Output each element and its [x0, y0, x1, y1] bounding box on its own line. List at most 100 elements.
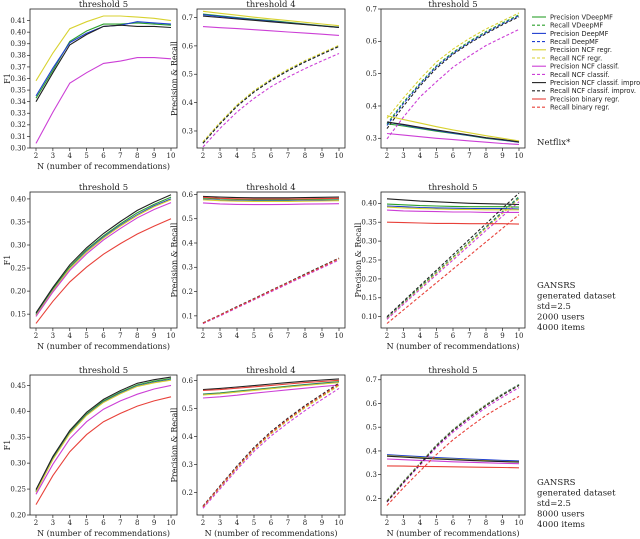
x-tick-label: 3 [401, 152, 405, 160]
y-tick-label: 0.35 [10, 434, 26, 442]
legend-label: Precision DeepMF [550, 30, 609, 38]
y-axis-label: F1 [3, 440, 12, 451]
series-line-ncf-classif [35, 57, 172, 144]
y-tick-label: 0.5 [366, 70, 377, 78]
x-tick-label: 5 [84, 152, 88, 160]
x-tick-label: 8 [135, 519, 139, 527]
series-line-precision-deepmf [386, 454, 520, 462]
series-line-ncf-classif [35, 202, 172, 317]
x-tick-label: 7 [286, 152, 290, 160]
y-tick-label: 0.37 [10, 63, 26, 71]
series-line-precision-ncf-regr [386, 115, 520, 142]
x-axis-label: N (number of recommendations) [37, 529, 170, 538]
x-tick-label: 9 [500, 332, 504, 340]
x-tick-label: 6 [451, 519, 456, 527]
series-line-recall-vdeepmf [202, 45, 340, 143]
y-tick-label: 0.5 [182, 405, 193, 413]
series-line-precision-ncf-regr [202, 382, 340, 396]
series-line-deepmf [35, 21, 172, 97]
x-tick-label: 8 [484, 152, 488, 160]
series-line-ncf-classif [35, 384, 172, 495]
x-tick-label: 3 [51, 332, 55, 340]
x-tick-label: 5 [434, 332, 438, 340]
y-tick-label: 0.2 [366, 495, 377, 503]
series-line-ncf-regr [35, 379, 172, 493]
chart-panel-6: threshold 5 2 3 4 5 6 7 8 9 10 0.10 0.15 0.20 0.25 0.3… [354, 183, 526, 351]
series-line-recall-vdeepmf [202, 384, 340, 508]
x-tick-label: 10 [515, 152, 524, 160]
chart-panel-8: threshold 4 2 3 4 5 6 7 8 9 10 0.2 0.3 0.4 0.5 0.6 N (n… [170, 366, 346, 538]
x-axis-label: N (number of recommendations) [387, 529, 520, 538]
x-tick-label: 7 [118, 152, 122, 160]
x-tick-label: 4 [235, 152, 240, 160]
legend-label: Recall binary regr. [550, 104, 610, 112]
x-tick-label: 2 [201, 519, 205, 527]
series-line-precision-ncf-classif-improv [202, 195, 340, 199]
series-line-precision-ncf-classif-improv [386, 455, 520, 463]
x-tick-label: 3 [218, 152, 222, 160]
series-line-recall-ncf-classif-improv [386, 192, 520, 318]
series-line-recall-deepmf [386, 15, 520, 126]
x-tick-label: 3 [51, 152, 55, 160]
y-tick-label: 0.40 [10, 195, 26, 203]
y-tick-label: 0.6 [182, 42, 194, 50]
series-line-precision-deepmf [386, 205, 520, 210]
plot-frame [29, 8, 178, 149]
legend-label: Precision NCF classif. [550, 63, 619, 71]
x-tick-label: 6 [451, 152, 456, 160]
plot-frame [29, 191, 178, 329]
y-axis-label: F1 [3, 73, 12, 84]
series-line-precision-ncf-classif-improv [386, 121, 520, 143]
x-tick-label: 2 [385, 519, 389, 527]
y-tick-label: 0.41 [10, 17, 26, 25]
x-tick-label: 2 [34, 152, 38, 160]
series-line-precision-ncf-classif [386, 132, 520, 145]
x-tick-label: 6 [269, 152, 274, 160]
x-tick-label: 6 [269, 332, 274, 340]
plot-frame [196, 8, 346, 149]
y-tick-label: 0.15 [10, 311, 26, 319]
series-line-precision-ncf-regr [386, 455, 520, 463]
plot-frame [29, 374, 178, 516]
y-tick-label: 0.35 [361, 219, 377, 227]
series-line-recall-ncf-regr [386, 12, 520, 119]
series-line-recall-ncf-classif [202, 387, 340, 509]
series-line-recall-ncf-regr [202, 44, 340, 143]
x-tick-label: 2 [201, 332, 205, 340]
series-line-ncf-classif-improv [35, 376, 172, 490]
x-tick-label: 7 [467, 152, 471, 160]
y-tick-label: 0.40 [10, 408, 26, 416]
x-tick-label: 2 [34, 519, 38, 527]
x-tick-label: 6 [101, 519, 106, 527]
x-tick-label: 6 [101, 152, 106, 160]
x-axis-label: N (number of recommendations) [37, 162, 170, 171]
dataset-label-line: Netflix* [537, 138, 571, 148]
series-line-recall-ncf-classif-improv [386, 384, 520, 503]
y-tick-label: 0.2 [182, 288, 193, 296]
x-tick-label: 5 [252, 332, 256, 340]
y-tick-label: 0.2 [182, 489, 193, 497]
y-tick-label: 0.31 [10, 133, 26, 141]
x-tick-label: 2 [34, 332, 38, 340]
series-line-recall-ncf-classif [386, 28, 520, 140]
chart-title: threshold 4 [246, 0, 295, 10]
x-tick-label: 5 [434, 152, 438, 160]
plot-frame [380, 8, 526, 149]
series-line-precision-ncf-classif-improv [202, 15, 340, 28]
x-tick-label: 8 [135, 332, 139, 340]
legend-label: Recall NCF classif. [550, 71, 609, 79]
x-tick-label: 4 [418, 519, 423, 527]
dataset-label-line: 2000 users [537, 313, 585, 323]
x-tick-label: 9 [152, 152, 156, 160]
series-line-precision-binary-regr [202, 379, 340, 391]
x-tick-label: 2 [385, 152, 389, 160]
y-tick-label: 0.4 [182, 99, 194, 107]
y-tick-label: 0.30 [10, 144, 26, 152]
x-tick-label: 3 [218, 519, 222, 527]
legend-label: Recall DeepMF [550, 38, 599, 46]
series-line-recall-ncf-classif [386, 387, 520, 503]
series-line-recall-ncf-classif-improv [202, 45, 340, 144]
series-line-vdeepmf [35, 196, 172, 315]
legend-label: Recall NCF classif. improv. [550, 87, 636, 95]
